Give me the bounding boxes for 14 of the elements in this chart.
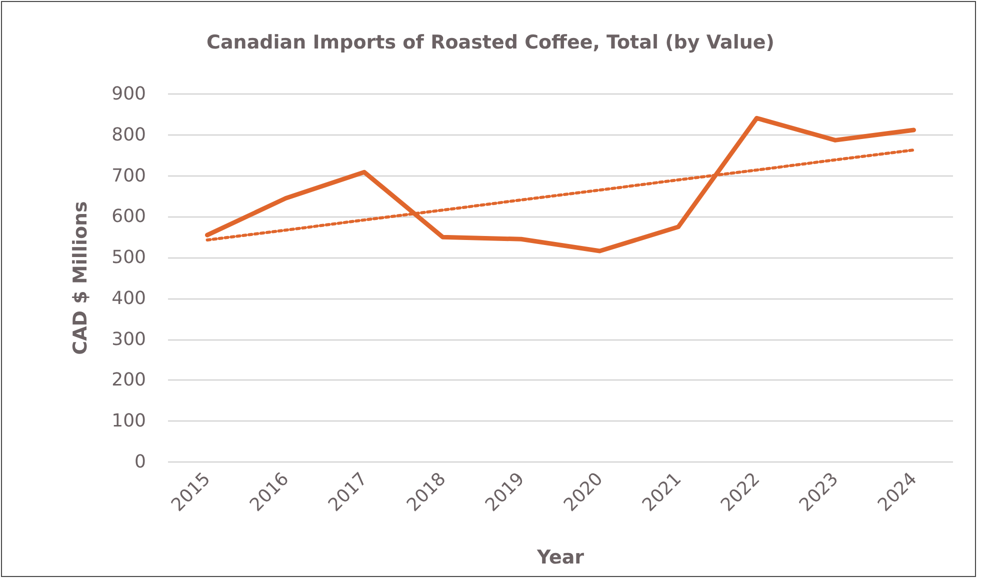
line-series — [205, 116, 916, 254]
y-tick-label: 100 — [112, 410, 146, 432]
y-tick-label: 300 — [112, 328, 146, 350]
y-tick-label: 200 — [112, 370, 146, 391]
x-axis-title: Year — [536, 546, 585, 568]
y-tick-label: 700 — [112, 165, 146, 186]
chart-title: Canadian Imports of Roasted Coffee, Total (by Value) — [206, 32, 774, 54]
y-tick-label: 500 — [112, 247, 146, 268]
y-tick-label: 600 — [112, 206, 146, 228]
y-tick-label: 800 — [112, 124, 146, 146]
y-tick-label: 0 — [134, 452, 146, 472]
y-tick-label: 400 — [112, 288, 146, 309]
y-tick-label: 900 — [112, 84, 146, 104]
y-axis-title: CAD $ Millions — [70, 201, 92, 355]
